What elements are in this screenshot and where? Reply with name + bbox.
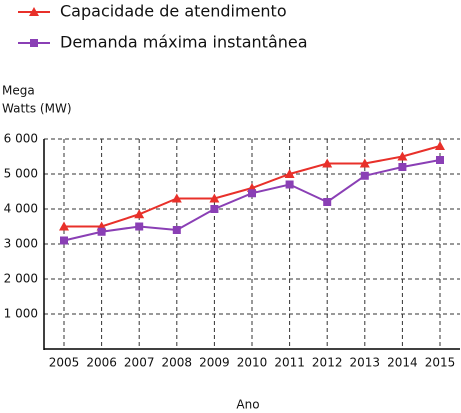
data-point <box>359 158 370 168</box>
data-point <box>59 221 69 231</box>
x-tick-label: 2006 <box>86 356 117 370</box>
data-point <box>172 226 181 234</box>
legend-label: Demanda máxima instantânea <box>60 33 308 52</box>
data-point <box>97 227 106 236</box>
data-point <box>209 193 220 203</box>
data-point <box>134 209 145 219</box>
y-tick-label: 4 000 <box>4 202 38 216</box>
data-point <box>210 205 219 213</box>
x-tick-label: 2015 <box>425 356 456 370</box>
y-tick-label: 1 000 <box>4 307 38 321</box>
data-point <box>135 222 144 231</box>
data-point <box>284 169 295 178</box>
legend-label: Capacidade de atendimento <box>60 2 287 21</box>
x-tick-label: 2009 <box>199 356 230 370</box>
x-axis-label: Ano <box>236 398 259 412</box>
data-point <box>397 151 408 161</box>
x-tick-label: 2010 <box>237 356 268 370</box>
legend-marker <box>29 7 39 16</box>
legend-marker <box>30 39 38 47</box>
data-point <box>323 198 332 206</box>
y-tick-label: 5 000 <box>4 167 38 181</box>
data-point <box>285 180 294 189</box>
data-point <box>360 171 369 180</box>
data-point <box>60 236 68 245</box>
data-point <box>322 158 333 168</box>
data-point <box>436 156 444 164</box>
x-tick-label: 2008 <box>162 356 193 370</box>
x-tick-label: 2012 <box>312 356 343 370</box>
data-point <box>248 189 256 198</box>
x-tick-label: 2011 <box>274 356 305 370</box>
data-point <box>435 141 445 150</box>
series-line <box>63 159 441 242</box>
y-tick-label: 2 000 <box>4 272 38 286</box>
y-tick-label: 6 000 <box>4 132 38 146</box>
x-tick-label: 2014 <box>387 356 418 370</box>
data-point <box>398 163 407 171</box>
x-tick-label: 2007 <box>124 356 155 370</box>
y-axis-label: Mega <box>2 84 35 98</box>
x-tick-label: 2013 <box>350 356 381 370</box>
x-tick-label: 2005 <box>49 356 80 370</box>
data-point <box>171 193 182 203</box>
y-tick-label: 3 000 <box>4 237 38 251</box>
y-axis-label: Watts (MW) <box>2 102 72 116</box>
